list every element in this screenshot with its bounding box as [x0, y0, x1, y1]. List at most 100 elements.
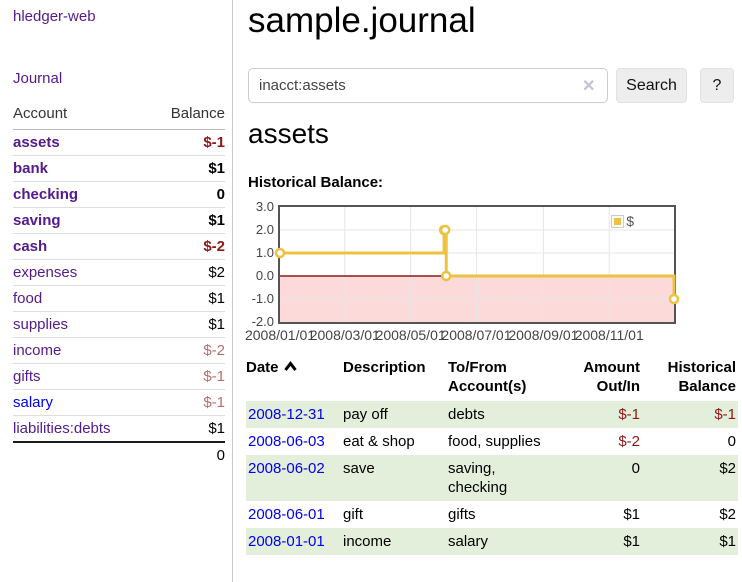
- transaction-description: eat & shop: [343, 433, 415, 450]
- transaction-amount: $1: [623, 506, 640, 523]
- register-row: 2008-06-02 save saving, checking 0 $2: [246, 455, 738, 501]
- y-axis-tick: 3.0: [255, 199, 274, 214]
- account-balance-table: Account Balance assets $-1 bank $1 check…: [13, 100, 225, 468]
- clear-search-icon[interactable]: ✕: [582, 78, 596, 95]
- y-axis-tick: 1.0: [255, 245, 274, 260]
- transaction-amount: 0: [631, 460, 640, 477]
- balance-column-header: Historical Balance: [667, 359, 736, 395]
- search-input[interactable]: [248, 68, 608, 103]
- account-link-gifts[interactable]: gifts: [13, 368, 41, 385]
- transaction-date-link[interactable]: 2008-06-02: [248, 460, 325, 477]
- account-link-salary[interactable]: salary: [13, 394, 54, 411]
- transaction-date-link[interactable]: 2008-06-01: [248, 506, 325, 523]
- transaction-accounts: salary: [448, 533, 489, 550]
- account-balance: $-1: [149, 363, 225, 390]
- y-axis-tick: -1.0: [251, 291, 274, 306]
- x-axis-tick: 2008/03/01: [309, 327, 380, 343]
- transaction-description: save: [343, 460, 375, 477]
- date-column-header[interactable]: Date: [246, 356, 343, 401]
- account-balance: $1: [149, 155, 225, 182]
- sidebar-item-journal[interactable]: Journal: [13, 70, 63, 87]
- account-row: checking 0: [13, 181, 225, 208]
- account-link-expenses[interactable]: expenses: [13, 264, 78, 281]
- account-total-row: 0: [13, 441, 225, 468]
- x-axis-tick: 2008/11/01: [574, 327, 644, 343]
- transaction-amount: $1: [623, 533, 640, 550]
- transaction-amount: $-1: [618, 406, 640, 423]
- transaction-balance: $2: [719, 460, 736, 477]
- transaction-description: pay off: [343, 406, 388, 423]
- page-title: sample.journal: [248, 1, 476, 40]
- transaction-accounts: gifts: [448, 506, 476, 523]
- account-link-assets[interactable]: assets: [13, 134, 60, 151]
- transaction-accounts: saving, checking: [448, 460, 508, 496]
- account-row: assets $-1: [13, 130, 225, 156]
- chart-legend: $: [611, 213, 634, 229]
- account-link-checking[interactable]: checking: [13, 186, 79, 203]
- chart: $ 3.0 2.0 1.0 0.0 -1.0 -2.0 2008/01/01 2008/03/…: [245, 199, 718, 348]
- transaction-balance: $-1: [714, 406, 736, 423]
- sidebar: hledger-web Journal Account Balance asse…: [0, 0, 233, 582]
- search-form: ✕ Search ?: [248, 68, 742, 104]
- help-button[interactable]: ?: [700, 68, 734, 103]
- transaction-description: income: [343, 533, 392, 550]
- x-axis-tick: 2008/07/01: [441, 327, 512, 343]
- transaction-balance: $1: [719, 533, 736, 550]
- legend-swatch-icon: [611, 214, 625, 228]
- account-table-header: Account Balance: [13, 100, 225, 130]
- account-column-header: Account: [13, 100, 150, 130]
- account-page-title: assets: [248, 118, 329, 149]
- account-link-saving[interactable]: saving: [13, 212, 61, 229]
- account-row: salary $-1: [13, 389, 225, 416]
- transaction-amount: $-2: [618, 433, 640, 450]
- account-link-supplies[interactable]: supplies: [13, 316, 69, 333]
- account-balance: $-1: [149, 389, 225, 416]
- y-axis-tick: 2.0: [255, 222, 274, 237]
- transaction-accounts: debts: [448, 406, 485, 423]
- chart-heading: Historical Balance:: [248, 174, 384, 191]
- transaction-date-link[interactable]: 2008-12-31: [248, 406, 325, 423]
- account-row: supplies $1: [13, 311, 225, 338]
- amount-column-header: Amount Out/In: [583, 359, 640, 395]
- search-button[interactable]: Search: [616, 68, 687, 103]
- register-row: 2008-06-01 gift gifts $1 $2: [246, 501, 738, 528]
- register-row: 2008-06-03 eat & shop food, supplies $-2…: [246, 428, 738, 455]
- register-table: Date Description To/From Account(s) Amou…: [246, 356, 738, 555]
- account-balance: $-1: [203, 134, 225, 151]
- account-balance: $-2: [149, 233, 225, 260]
- account-link-cash[interactable]: cash: [13, 238, 48, 255]
- y-axis-tick: 0.0: [255, 268, 274, 283]
- transaction-date-link[interactable]: 2008-06-03: [248, 433, 325, 450]
- account-row: income $-2: [13, 337, 225, 364]
- account-balance: 0: [149, 181, 225, 208]
- account-link-bank[interactable]: bank: [13, 160, 49, 177]
- account-link-income[interactable]: income: [13, 342, 62, 359]
- description-column-header: Description: [343, 359, 426, 376]
- account-row: saving $1: [13, 207, 225, 234]
- transaction-description: gift: [343, 506, 364, 523]
- register-row: 2008-01-01 income salary $1 $1: [246, 528, 738, 555]
- transaction-balance: 0: [727, 433, 736, 450]
- account-link-liabilities-debts[interactable]: liabilities:debts: [13, 420, 111, 437]
- chart-plot: $: [274, 205, 680, 324]
- transaction-balance: $2: [719, 506, 736, 523]
- accounts-column-header: To/From Account(s): [448, 359, 527, 395]
- account-balance: $-2: [149, 337, 225, 364]
- sort-ascending-icon: [283, 358, 298, 377]
- account-balance: $1: [149, 207, 225, 234]
- transaction-accounts: food, supplies: [448, 433, 541, 450]
- legend-label: $: [626, 213, 634, 229]
- account-balance: $1: [149, 285, 225, 312]
- register-row: 2008-12-31 pay off debts $-1 $-1: [246, 401, 738, 428]
- register-header-row: Date Description To/From Account(s) Amou…: [246, 356, 738, 401]
- transaction-date-link[interactable]: 2008-01-01: [248, 533, 325, 550]
- account-link-food[interactable]: food: [13, 290, 43, 307]
- balance-column-header: Balance: [149, 100, 225, 130]
- account-balance: $2: [149, 259, 225, 286]
- brand-link[interactable]: hledger-web: [13, 8, 96, 25]
- account-balance: $1: [149, 415, 225, 442]
- account-row: expenses $2: [13, 259, 225, 286]
- account-row: cash $-2: [13, 233, 225, 260]
- x-axis-tick: 2008/09/01: [508, 327, 579, 343]
- account-balance: $1: [149, 311, 225, 338]
